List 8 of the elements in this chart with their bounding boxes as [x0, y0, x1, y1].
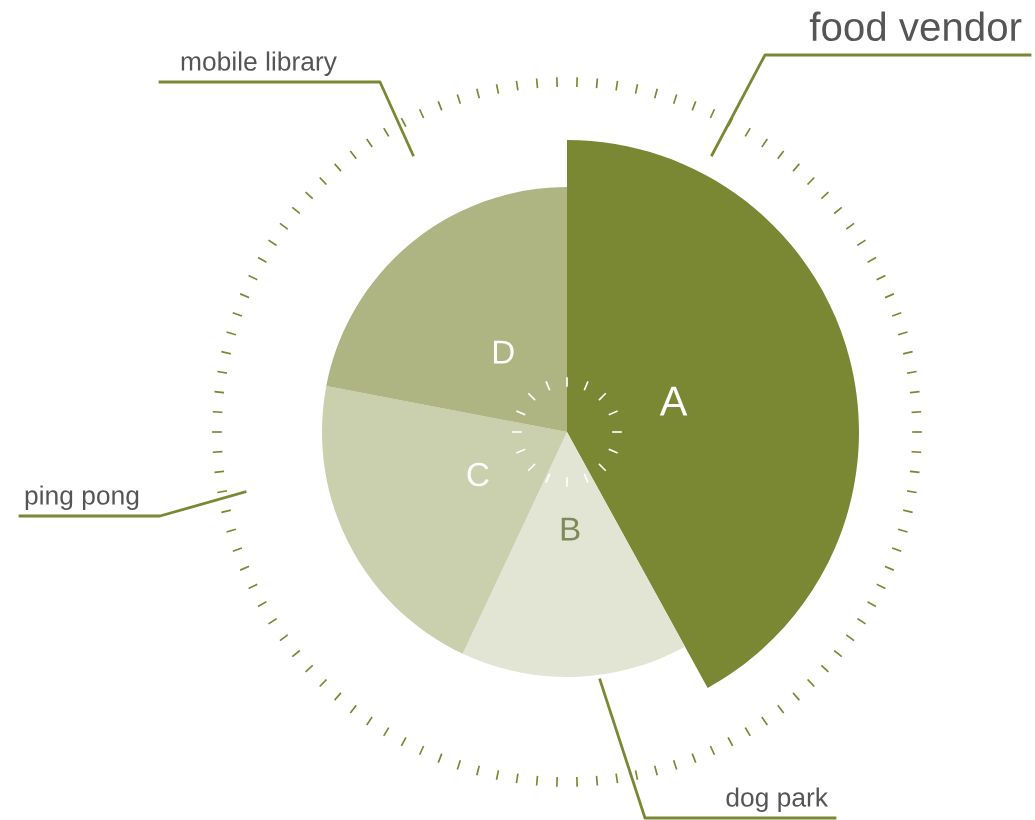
text: C — [467, 462, 489, 487]
slice-label: mobile library — [181, 51, 337, 76]
text: B — [561, 517, 580, 541]
slice-label: dog park — [726, 787, 829, 812]
text: A — [659, 386, 688, 416]
slice-label: food vendor — [809, 11, 1022, 42]
text: D — [493, 340, 514, 364]
slice-label: ping pong — [25, 485, 139, 510]
